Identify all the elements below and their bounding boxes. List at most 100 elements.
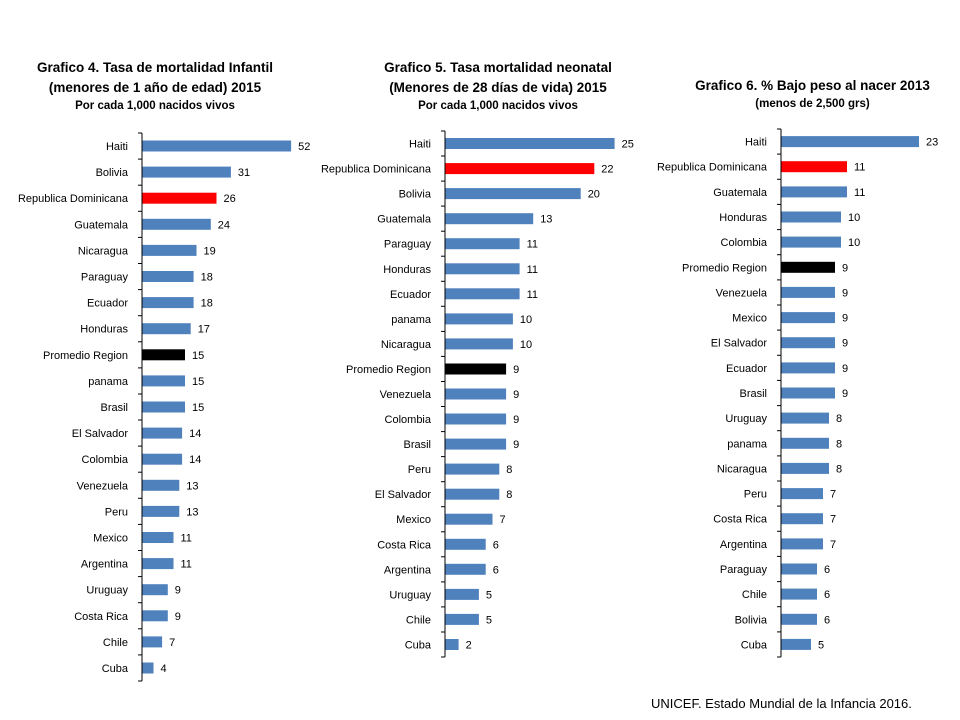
bar xyxy=(781,412,829,424)
bar xyxy=(445,413,507,425)
category-label: Promedio Region xyxy=(346,364,431,376)
chart-title: Grafico 5. Tasa mortalidad neonatal (Men… xyxy=(308,58,688,114)
value-label: 9 xyxy=(842,363,848,375)
category-label: Paraguay xyxy=(720,564,768,576)
value-label: 26 xyxy=(224,193,236,205)
category-label: Venezuela xyxy=(716,287,768,299)
value-label: 9 xyxy=(175,611,181,623)
category-label: Peru xyxy=(105,506,128,518)
category-label: Costa Rica xyxy=(377,539,432,551)
bar xyxy=(445,639,459,650)
bar xyxy=(781,161,847,173)
category-label: panama xyxy=(88,376,129,388)
value-label: 14 xyxy=(189,454,201,466)
bar xyxy=(781,613,817,625)
bar xyxy=(781,312,835,324)
value-label: 11 xyxy=(527,239,538,251)
category-label: Republica Dominicana xyxy=(321,164,432,176)
category-label: Colombia xyxy=(82,454,129,466)
value-label: 11 xyxy=(527,289,538,301)
bar xyxy=(142,636,163,648)
bar xyxy=(781,236,841,248)
value-label: 11 xyxy=(181,559,192,571)
category-label: Paraguay xyxy=(384,239,432,251)
category-label: Guatemala xyxy=(74,219,129,231)
bar xyxy=(781,437,829,449)
bar xyxy=(142,532,174,543)
category-label: Promedio Region xyxy=(682,262,767,274)
value-label: 20 xyxy=(588,189,600,201)
category-label: Brasil xyxy=(739,388,767,400)
category-label: Colombia xyxy=(721,237,768,249)
value-label: 19 xyxy=(204,245,216,257)
bar xyxy=(445,163,595,175)
value-label: 25 xyxy=(622,139,634,151)
value-label: 7 xyxy=(830,539,836,551)
bar xyxy=(781,563,817,575)
bar xyxy=(142,584,168,596)
bar xyxy=(781,261,835,273)
value-label: 11 xyxy=(181,533,192,545)
category-label: Argentina xyxy=(81,559,129,571)
category-label: Uruguay xyxy=(86,585,128,597)
bar xyxy=(142,662,154,674)
value-label: 18 xyxy=(201,298,213,310)
chart-panel-6: Grafico 6. % Bajo peso al nacer 2013 (me… xyxy=(630,0,960,720)
bar xyxy=(781,186,847,198)
category-label: Republica Dominicana xyxy=(18,193,129,205)
category-label: panama xyxy=(727,438,768,450)
value-label: 8 xyxy=(506,489,512,501)
category-label: El Salvador xyxy=(711,338,768,350)
value-label: 11 xyxy=(527,264,538,276)
bar xyxy=(781,513,823,525)
bar xyxy=(445,213,534,225)
chart-title-line2: (Menores de 28 días de vida) 2015 xyxy=(389,80,607,95)
category-label: Chile xyxy=(406,614,431,626)
category-label: Chile xyxy=(742,589,767,601)
category-label: Haiti xyxy=(106,141,128,153)
category-label: Uruguay xyxy=(725,413,767,425)
category-label: Mexico xyxy=(396,514,431,526)
value-label: 9 xyxy=(175,585,181,597)
category-label: Cuba xyxy=(102,663,129,675)
value-label: 8 xyxy=(836,463,842,475)
value-label: 5 xyxy=(818,639,824,651)
bar xyxy=(142,427,183,439)
value-label: 7 xyxy=(830,514,836,526)
value-label: 9 xyxy=(513,364,519,376)
value-label: 8 xyxy=(506,464,512,476)
chart-panel-4: Grafico 4. Tasa de mortalidad Infantil (… xyxy=(0,0,310,720)
bar xyxy=(142,140,292,152)
chart-subtitle: (menos de 2,500 grs) xyxy=(755,98,870,110)
value-label: 6 xyxy=(493,564,499,576)
bar xyxy=(445,563,486,575)
bar xyxy=(142,323,191,335)
bar xyxy=(142,166,231,178)
bar xyxy=(781,538,823,550)
bar xyxy=(781,286,835,298)
bar xyxy=(445,388,507,400)
category-label: Haiti xyxy=(409,139,431,151)
value-label: 9 xyxy=(513,389,519,401)
value-label: 7 xyxy=(830,489,836,501)
value-label: 15 xyxy=(192,402,204,414)
category-label: Colombia xyxy=(385,414,432,426)
bar xyxy=(142,505,180,517)
value-label: 9 xyxy=(842,313,848,325)
bar xyxy=(445,588,479,600)
value-label: 7 xyxy=(169,637,175,649)
value-label: 9 xyxy=(842,287,848,299)
category-label: Bolivia xyxy=(735,614,768,626)
category-label: Nicaragua xyxy=(78,245,129,257)
bar xyxy=(445,488,500,500)
category-label: Peru xyxy=(744,489,767,501)
category-label: El Salvador xyxy=(375,489,432,501)
value-label: 13 xyxy=(186,506,198,518)
bar xyxy=(445,288,520,300)
bar xyxy=(781,588,817,600)
category-label: Cuba xyxy=(405,640,432,652)
value-label: 4 xyxy=(161,663,167,675)
value-label: 22 xyxy=(601,164,613,176)
bar xyxy=(445,363,507,375)
value-label: 9 xyxy=(842,388,848,400)
